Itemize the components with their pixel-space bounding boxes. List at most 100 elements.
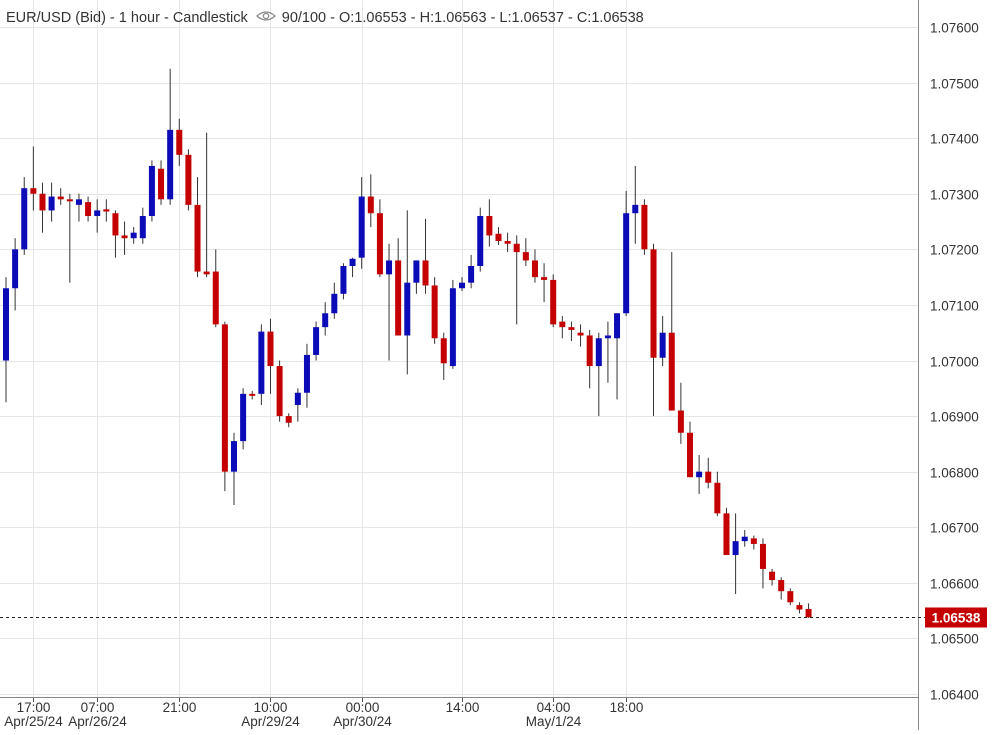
candle-body — [349, 258, 356, 267]
candle-body — [586, 335, 593, 367]
candle — [139, 207, 146, 244]
candle — [513, 235, 520, 325]
candle — [231, 432, 237, 506]
header-sep-2: - — [159, 10, 173, 26]
candle — [21, 177, 28, 255]
candle — [12, 238, 19, 311]
candle-body — [422, 260, 429, 286]
candle — [486, 199, 493, 247]
candle — [85, 196, 92, 222]
candle-body — [541, 277, 548, 280]
x-tick-date: Apr/25/24 — [4, 714, 63, 729]
candle-body — [121, 235, 128, 239]
candle-body — [176, 129, 183, 155]
candle — [431, 277, 438, 344]
candle — [221, 321, 228, 492]
candle — [395, 238, 402, 336]
candle — [376, 199, 383, 278]
candle-body — [495, 233, 502, 241]
candle-body — [185, 154, 192, 205]
candle-body — [322, 313, 329, 328]
candle — [148, 160, 155, 222]
candle-body — [75, 199, 82, 205]
candle-body — [769, 571, 776, 581]
y-tick-label: 1.06400 — [930, 688, 979, 703]
y-tick-label: 1.07200 — [930, 243, 979, 258]
y-tick-label: 1.07000 — [930, 355, 979, 370]
candle-body — [723, 513, 730, 556]
candle-body — [459, 282, 465, 289]
candle-body — [614, 313, 621, 339]
candle-body — [276, 366, 283, 417]
candle — [3, 277, 9, 403]
candle — [276, 360, 283, 422]
y-tick-label: 1.06800 — [930, 466, 979, 481]
candle-body — [486, 215, 493, 236]
candle-body — [632, 204, 639, 214]
candle-body — [240, 393, 247, 442]
candle — [723, 507, 730, 556]
candle-body — [787, 591, 794, 603]
candle — [741, 530, 748, 547]
interval-label: 1 hour — [118, 10, 160, 26]
eye-icon[interactable] — [255, 10, 276, 26]
x-tick-time: 21:00 — [163, 700, 197, 715]
y-tick-label: 1.07600 — [930, 21, 979, 36]
candle-body — [559, 321, 566, 328]
x-tick-date: May/1/24 — [526, 714, 582, 729]
x-tick-time: 00:00 — [346, 700, 380, 715]
candle-body — [249, 393, 256, 396]
candle — [687, 421, 693, 478]
candle-body — [440, 338, 447, 364]
x-tick-time: 17:00 — [17, 700, 51, 715]
candle-body — [158, 168, 165, 200]
candle — [194, 177, 201, 278]
candle-body — [395, 260, 402, 336]
candle-body — [513, 243, 520, 253]
candle — [449, 279, 456, 369]
candle-body — [94, 210, 101, 216]
candle-body — [531, 260, 538, 278]
candle-body — [85, 202, 92, 216]
candle-body — [30, 188, 37, 194]
candle-body — [294, 392, 301, 405]
candle — [705, 457, 712, 489]
candle — [577, 324, 584, 347]
candle-body — [267, 331, 274, 367]
candle — [696, 454, 703, 494]
candle — [677, 382, 684, 444]
candle-body — [303, 354, 310, 393]
style-label: Candlestick — [172, 10, 248, 26]
candle — [121, 221, 128, 255]
candle-body — [367, 196, 374, 214]
y-tick-label: 1.07400 — [930, 132, 979, 147]
candle-body — [696, 471, 703, 478]
candle-body — [285, 416, 292, 423]
candle — [322, 302, 329, 336]
candle — [39, 182, 46, 233]
candle — [258, 324, 265, 405]
x-tick-time: 10:00 — [254, 700, 288, 715]
candle — [313, 321, 320, 361]
candle — [75, 193, 82, 222]
candle — [495, 227, 502, 245]
candle-body — [57, 196, 64, 200]
candle — [531, 249, 538, 283]
candle — [559, 316, 566, 339]
candle-body — [577, 332, 584, 336]
candle — [805, 603, 812, 618]
ohlc-readout: O:1.06553 - H:1.06563 - L:1.06537 - C:1.… — [339, 10, 644, 26]
candle — [568, 321, 575, 342]
candle-body — [139, 215, 146, 239]
y-tick-label: 1.07500 — [930, 77, 979, 92]
candle — [650, 243, 657, 417]
candle-body — [167, 129, 174, 200]
candle-body — [103, 209, 110, 212]
y-tick-label: 1.07300 — [930, 188, 979, 203]
candle-body — [468, 266, 475, 283]
candle-body — [203, 271, 210, 275]
candle — [30, 146, 37, 211]
candle — [413, 260, 420, 294]
header-sep-1: - — [105, 10, 119, 26]
candle — [358, 177, 365, 269]
